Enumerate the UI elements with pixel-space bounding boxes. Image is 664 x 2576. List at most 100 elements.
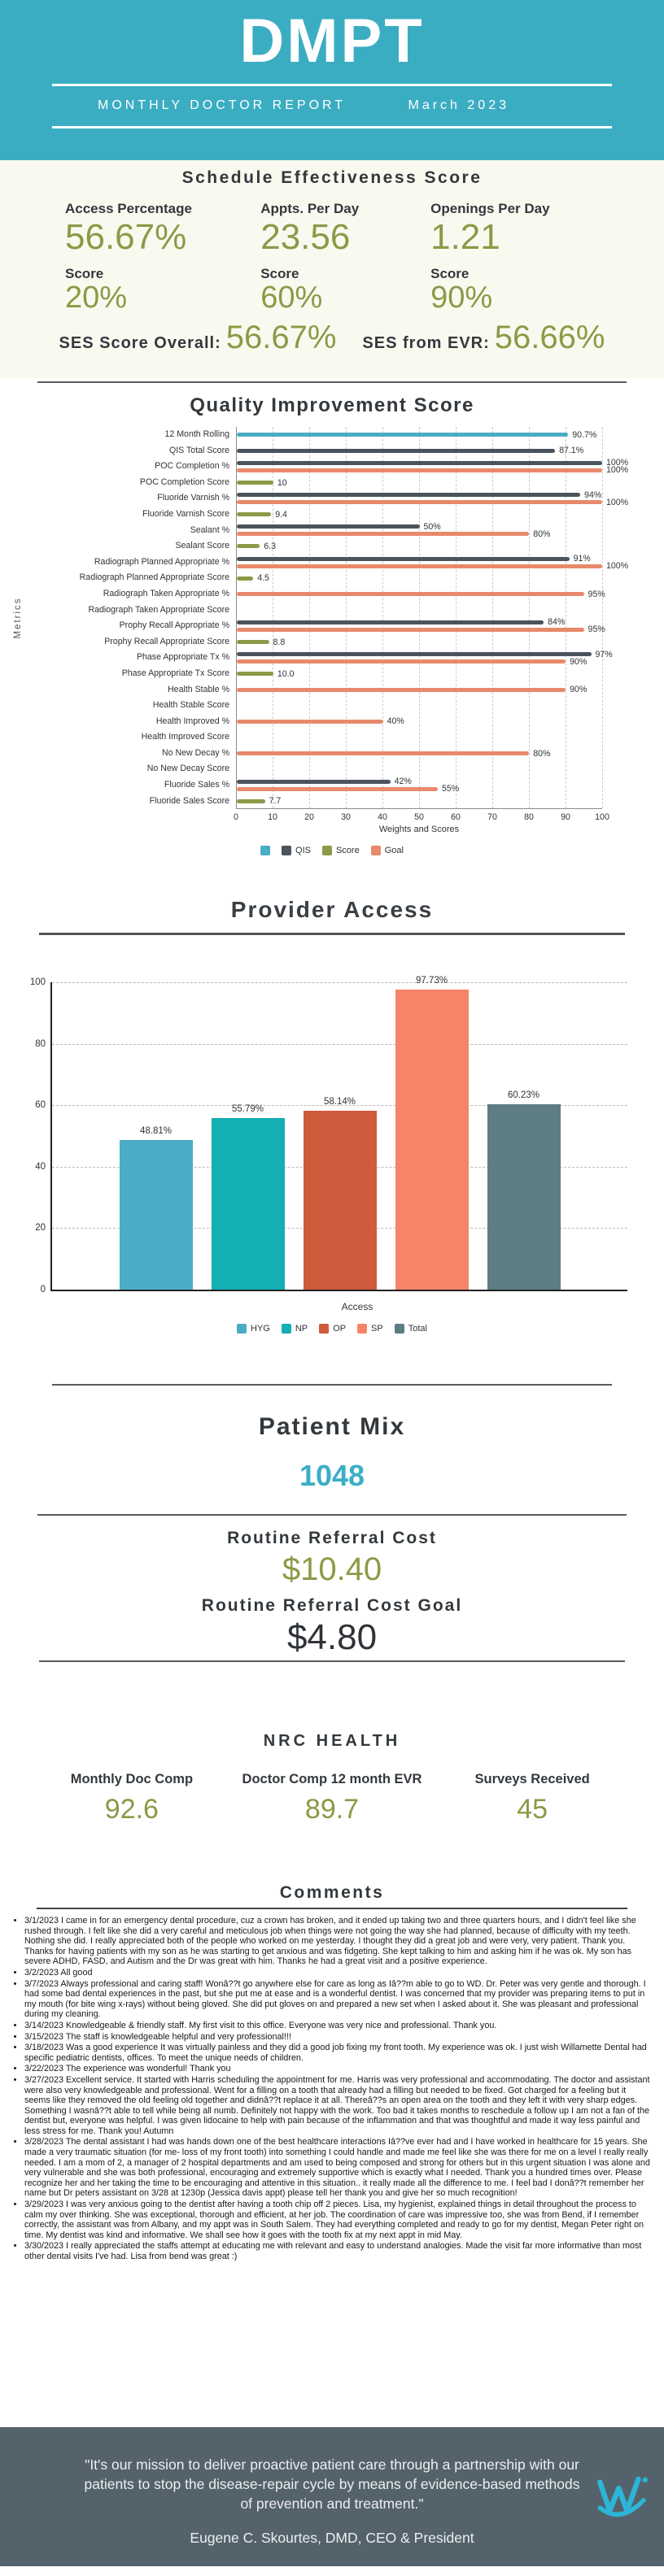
mission-quote: "It's our mission to deliver proactive p…: [84, 2456, 580, 2513]
gridline: [529, 427, 530, 809]
nrc-metric: Doctor Comp 12 month EVR 89.7: [223, 1772, 442, 1825]
metric-value: 23.56: [260, 217, 351, 257]
qis-bar: [237, 751, 530, 756]
qis-bar-value: 7.7: [269, 796, 282, 807]
axis-tick: 60: [451, 812, 461, 823]
qis-bar-line: 100%: [237, 561, 628, 571]
qis-row-label: Health Improved Score: [141, 732, 229, 742]
qis-bar-line: 97%: [237, 650, 613, 659]
qis-bar: [237, 627, 584, 632]
legend-swatch: [357, 1324, 368, 1334]
qis-row: Fluoride Varnish % 94% 100%: [28, 490, 628, 507]
metric-label: Access Percentage: [65, 201, 192, 216]
axis-tick: 100: [29, 977, 46, 987]
qis-bar-line: 50%: [237, 522, 602, 532]
qis-row-label: POC Completion Score: [139, 476, 229, 487]
qis-bar-line: 90.7%: [237, 429, 602, 440]
axis-tick: 20: [35, 1223, 46, 1234]
qis-row-plot: [236, 761, 602, 778]
score-value: 20%: [65, 281, 128, 315]
qis-bar: [237, 672, 273, 677]
qis-bar-value: 42%: [394, 777, 412, 787]
legend-item: NP: [281, 1324, 308, 1334]
legend-swatch: [282, 846, 292, 856]
qis-row-plot: 10.0: [236, 665, 602, 682]
header-subtitle-row: MONTHLY DOCTOR REPORT March 2023: [0, 86, 664, 126]
metric-label: Monthly Doc Comp: [70, 1772, 194, 1786]
nrc-health-section: NRC HEALTH Monthly Doc Comp 92.6 Doctor Co…: [0, 1660, 664, 1878]
nrc-metrics-grid: Monthly Doc Comp 92.6 Doctor Comp 12 month…: [0, 1772, 664, 1825]
score-value: 60%: [260, 281, 323, 315]
qis-bar-value: 100%: [606, 497, 629, 507]
qis-bar-line: 87.1%: [237, 446, 602, 455]
comment-item: 3/7/2023 Always professional and caring …: [24, 1979, 654, 2020]
qis-bar-value: 80%: [533, 748, 551, 759]
qis-row: Radiograph Taken Appropriate Score: [28, 602, 602, 619]
gridline: [602, 427, 603, 809]
qis-row-label: Fluoride Varnish Score: [142, 508, 229, 519]
comment-item: 3/18/2023 Was a good experience It was v…: [24, 2043, 654, 2063]
legend-label: Score: [335, 846, 360, 856]
qis-bar-value: 8.8: [273, 637, 286, 647]
qis-row-plot: [236, 729, 602, 746]
qis-row-label: POC Completion %: [155, 461, 229, 472]
qis-bar-value: 90%: [570, 685, 588, 695]
axis-tick: 40: [378, 812, 387, 823]
qis-bar-line: 95%: [237, 624, 605, 634]
qis-row: Sealant % 50% 80%: [28, 522, 602, 539]
referral-cost-value: $10.40: [282, 1551, 382, 1587]
patient-mix-value: 1048: [299, 1459, 365, 1492]
qis-bar-line: 42%: [237, 777, 602, 787]
legend-swatch: [394, 1324, 404, 1334]
qis-bar-line: 100%: [237, 465, 628, 475]
patient-mix-section: Patient Mix 1048 Routine Referral Cost $…: [0, 1384, 664, 1660]
pa-chart-title: Provider Access: [230, 897, 434, 922]
qis-bar-line: 84%: [237, 617, 602, 628]
qis-bar: [237, 433, 569, 437]
metric-label: Openings Per Day: [430, 201, 550, 216]
qis-row-plot: [236, 698, 602, 714]
qis-bar-value: 9.4: [275, 509, 287, 520]
qis-bar-value: 100%: [606, 561, 629, 572]
comment-item: 3/14/2023 Knowledgeable & friendly staff…: [24, 2021, 654, 2031]
ses-metric: Openings Per Day 1.21 Score 90%: [430, 201, 601, 315]
ses-metrics-grid: Access Percentage 56.67% Score 20% Appts. Pe…: [0, 201, 664, 315]
nrc-metric: Monthly Doc Comp 92.6: [41, 1772, 223, 1825]
ses-metric: Appts. Per Day 23.56 Score 60%: [260, 201, 430, 315]
score-label: Score: [430, 266, 470, 282]
nrc-metric: Surveys Received 45: [441, 1772, 623, 1825]
provider-access-section: Provider Access 0 20 40 60 80 100 48.81% 55.79%…: [0, 874, 664, 1384]
qis-row-plot: 95%: [236, 585, 605, 603]
legend-item: OP: [319, 1324, 346, 1334]
pa-legend: HYG NP OP SP Total: [0, 1324, 664, 1334]
comment-item: 3/28/2023 The dental assistant I had was…: [24, 2137, 654, 2199]
qis-bar-value: 84%: [548, 617, 566, 628]
qis-row-label: No New Decay Score: [146, 764, 229, 774]
qis-row-plot: 50% 80%: [236, 522, 602, 539]
qis-bar-value: 91%: [573, 554, 591, 564]
ses-evr-label: SES from EVR:: [362, 334, 490, 353]
qis-bar: [237, 779, 391, 784]
qis-row-plot: 87.1%: [236, 442, 602, 459]
qis-row: Radiograph Planned Appropriate Score 4.5: [28, 570, 602, 586]
qis-row: POC Completion % 100% 100%: [28, 458, 628, 475]
qis-row: Fluoride Sales % 42% 55%: [28, 777, 602, 794]
comment-item: 3/15/2023 The staff is knowledgeable hel…: [24, 2032, 654, 2043]
qis-bar-value: 94%: [584, 490, 602, 500]
gridline: [419, 427, 420, 809]
referral-cost-goal-label: Routine Referral Cost Goal: [201, 1596, 463, 1615]
ses-overall-value: 56.67%: [225, 320, 337, 356]
qis-bar: [237, 448, 556, 453]
report-title: MONTHLY DOCTOR REPORT: [98, 98, 347, 113]
qis-bar: [237, 719, 383, 724]
metric-value: 1.21: [430, 217, 500, 257]
qis-bar-line: 80%: [237, 529, 602, 539]
section-divider: [52, 1384, 612, 1386]
qis-row: Fluoride Varnish Score 9.4: [28, 506, 602, 523]
qis-row-label: Sealant %: [190, 524, 229, 535]
pa-bar-hyg: 48.81%: [119, 1126, 193, 1290]
section-divider: [37, 381, 627, 383]
qis-bar-line: 100%: [237, 498, 628, 507]
qis-bar-value: 90.7%: [572, 429, 597, 440]
